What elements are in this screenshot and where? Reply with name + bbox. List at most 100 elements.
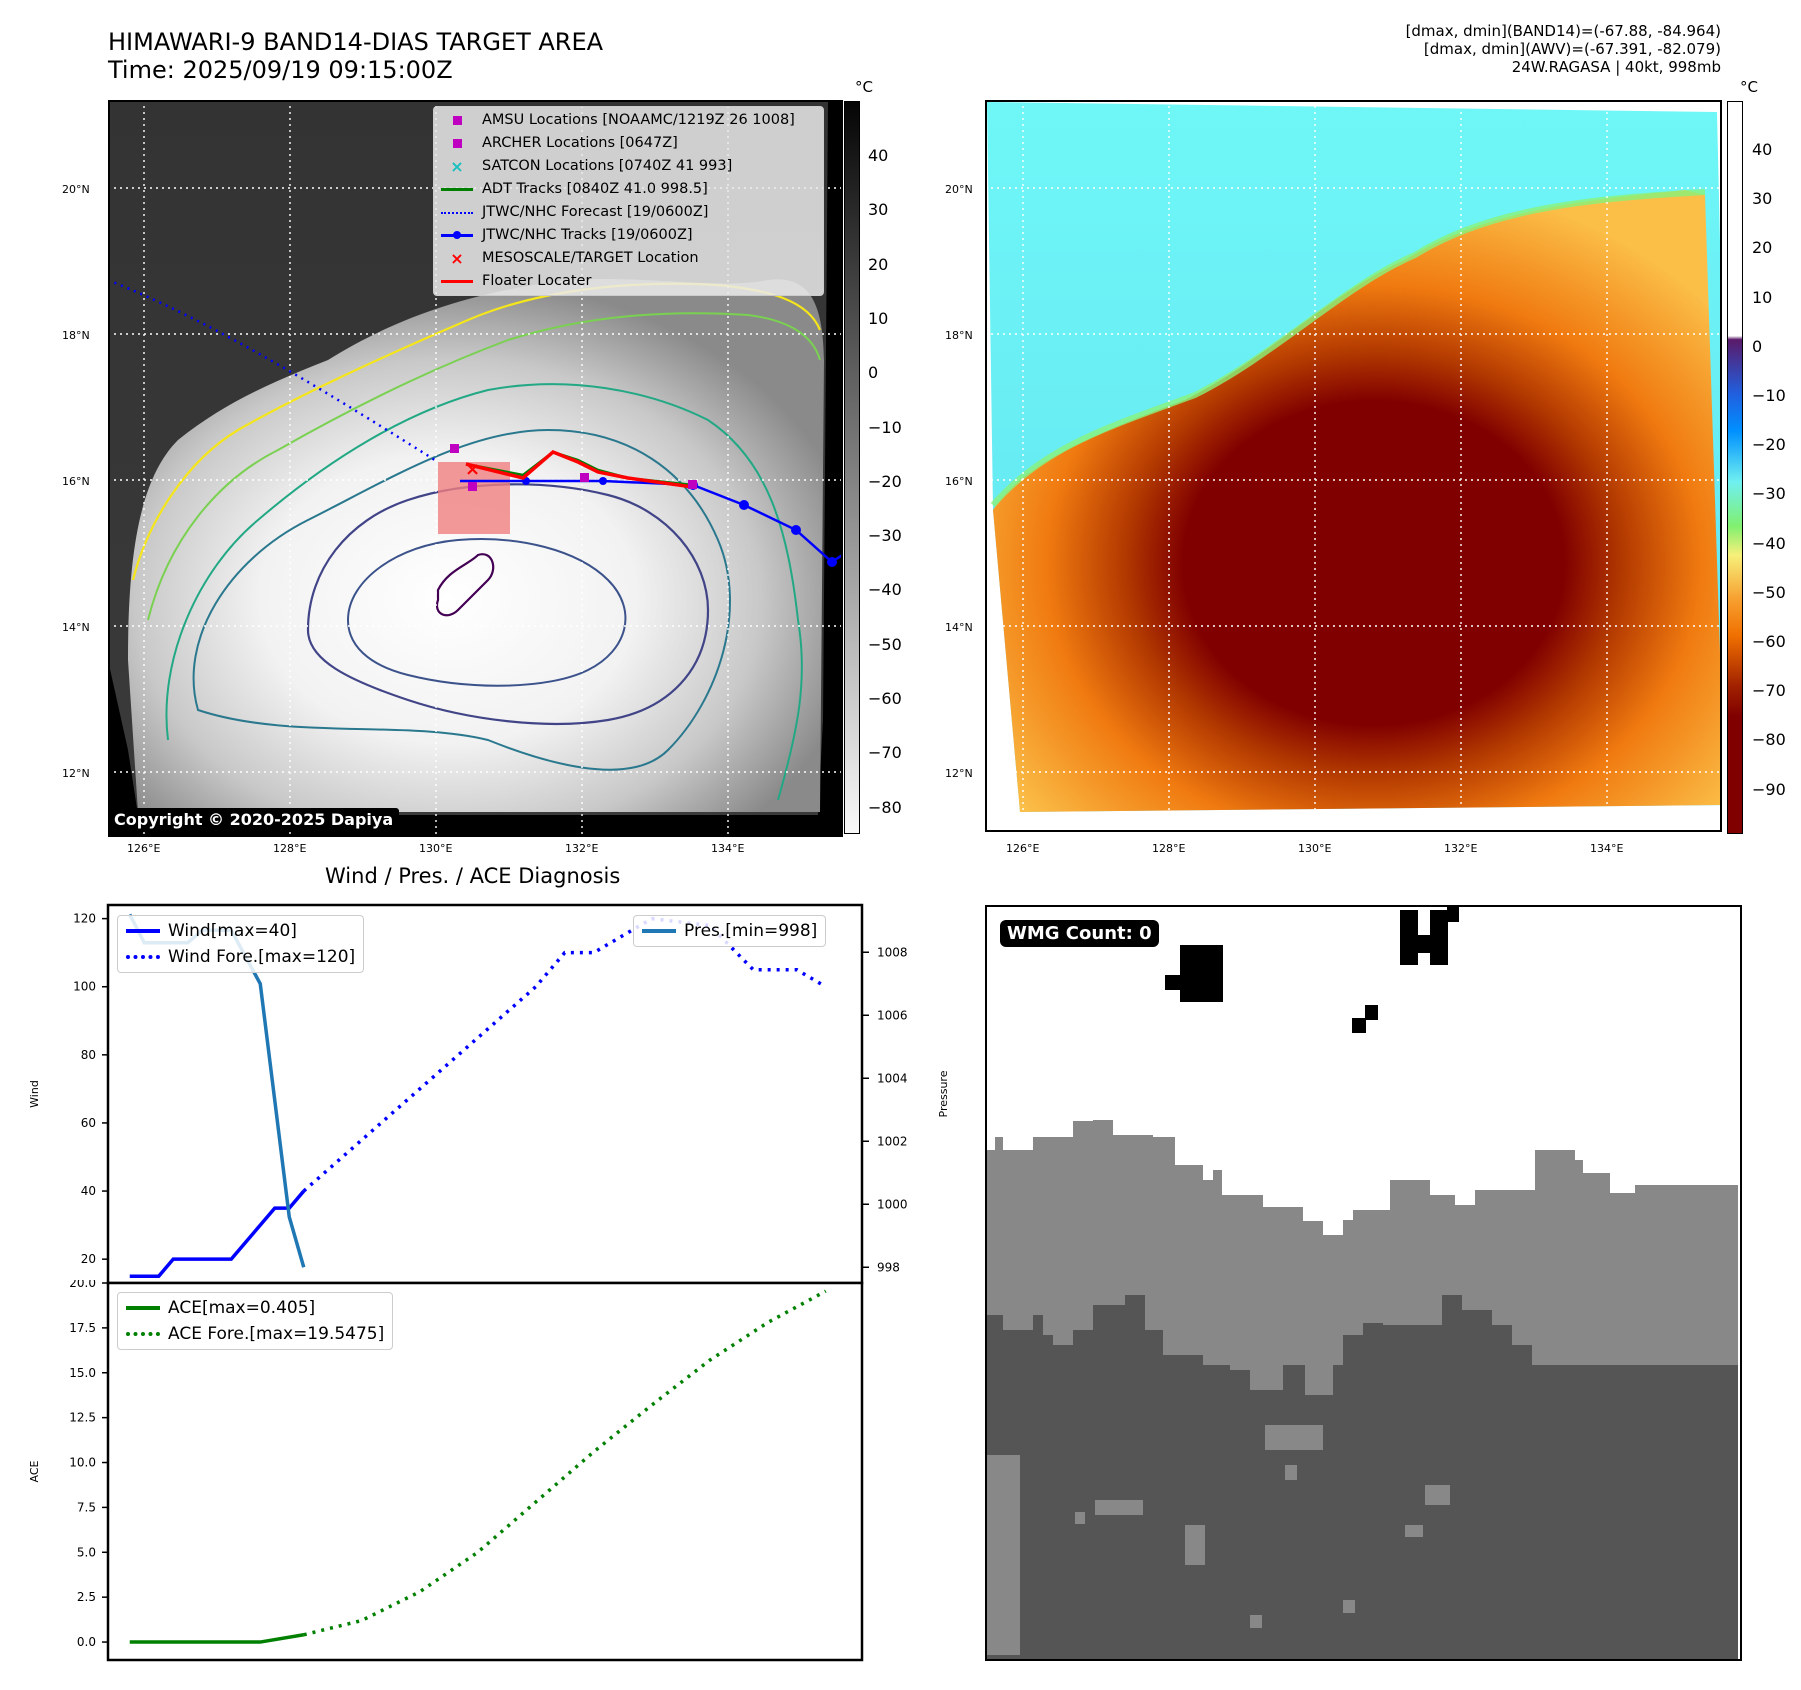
figure-info: [dmax, dmin](BAND14)=(-67.88, -84.964) [… xyxy=(1406,22,1721,76)
legend-label: AMSU Locations [NOAAMC/1219Z 26 1008] xyxy=(482,112,795,128)
colorbar-tick-label: −60 xyxy=(1752,632,1786,651)
colorbar-tick-label: 30 xyxy=(1752,189,1773,209)
map-legend-item: JTWC/NHC Tracks [19/0600Z] xyxy=(440,224,817,247)
chart-legend-item: ACE[max=0.405] xyxy=(126,1295,384,1321)
colorbar-tick-label: −30 xyxy=(1752,484,1786,504)
right-y-tick-label: 1008 xyxy=(877,945,908,959)
y-tick-label: 15.0 xyxy=(69,1366,96,1380)
colorbar-tick-label: 30 xyxy=(868,200,889,220)
y-tick-label: 2.5 xyxy=(77,1590,96,1604)
wmg-light-right xyxy=(1492,1150,1738,1365)
colorbar-tick-label: −80 xyxy=(1752,730,1786,750)
colorbar-tick-label: 20 xyxy=(868,254,889,274)
right-y-tick-label: 998 xyxy=(877,1260,900,1274)
lat-label: 14°N xyxy=(62,621,90,634)
lat-label: 20°N xyxy=(945,183,973,196)
map-legend: AMSU Locations [NOAAMC/1219Z 26 1008] ARC… xyxy=(433,106,824,296)
wmg-light-cells xyxy=(987,1425,1450,1655)
y-axis-label: ACE xyxy=(28,1460,41,1482)
chart-legend-item: Wind[max=40] xyxy=(126,918,355,944)
amsu-markers xyxy=(450,444,697,491)
lon-label: 134°E xyxy=(711,842,745,855)
lat-label: 18°N xyxy=(945,329,973,342)
awv-map-panel xyxy=(985,100,1722,832)
contour-blue xyxy=(306,483,710,726)
map-legend-item: Floater Locater xyxy=(440,270,817,293)
lat-label: 12°N xyxy=(945,767,973,780)
y-tick-label: 5.0 xyxy=(77,1545,96,1559)
floater-box xyxy=(438,462,510,534)
y-tick-label: 120 xyxy=(73,912,96,926)
wmg-dark-region xyxy=(987,1295,1738,1659)
y-tick-label: 40 xyxy=(81,1184,96,1198)
legend-symbol-icon xyxy=(440,115,474,127)
map-legend-item: JTWC/NHC Forecast [19/0600Z] xyxy=(440,201,817,224)
colorbar-tick-label: −70 xyxy=(868,743,902,763)
y-tick-label: 12.5 xyxy=(69,1411,96,1425)
contour-teal xyxy=(192,428,731,771)
legend-line-icon xyxy=(126,1302,160,1314)
lon-label: 126°E xyxy=(1006,842,1040,855)
colorbar-tick-label: 20 xyxy=(1752,238,1773,258)
lat-label: 16°N xyxy=(945,475,973,488)
floater-track xyxy=(465,449,694,489)
lon-label: 128°E xyxy=(273,842,307,855)
colorbar-tick-label: 10 xyxy=(1752,287,1773,307)
legend-symbol-icon xyxy=(440,276,474,288)
legend-symbol-icon xyxy=(440,184,474,196)
legend-label: ARCHER Locations [0647Z] xyxy=(482,135,678,151)
wmg-panel xyxy=(985,905,1742,1661)
awv-map-gridlines xyxy=(987,102,1720,830)
legend-label: Pres.[min=998] xyxy=(684,921,818,941)
lon-label: 132°E xyxy=(1444,842,1478,855)
y-axis-label: Wind xyxy=(28,1080,41,1108)
legend-symbol-icon xyxy=(440,207,474,219)
figure-title: HIMAWARI-9 BAND14-DIAS TARGET AREA Time:… xyxy=(108,28,603,84)
colorbar-tick-label: −60 xyxy=(868,689,902,708)
legend-symbol-icon: × xyxy=(450,156,464,176)
contour-green xyxy=(165,383,803,801)
legend-label: Wind[max=40] xyxy=(168,921,297,941)
right-y-axis-label: Pressure xyxy=(937,1070,950,1117)
cloud-shield xyxy=(128,278,824,812)
y-tick-label: 100 xyxy=(73,980,96,994)
info-line-2: [dmax, dmin](AWV)=(-67.391, -82.079) xyxy=(1423,40,1721,58)
y-tick-label: 20 xyxy=(81,1252,96,1266)
colorbar-tick-label: −80 xyxy=(868,797,902,817)
chart-legend: ACE[max=0.405] ACE Fore.[max=19.5475] xyxy=(117,1292,394,1350)
chart-legend: Pres.[min=998] xyxy=(633,915,827,947)
left-colorbar xyxy=(844,101,860,834)
left-colorbar-unit: °C xyxy=(855,78,873,96)
colorbar-tick-label: −10 xyxy=(1752,386,1786,405)
colorbar-tick-label: −10 xyxy=(868,417,902,437)
lon-label: 130°E xyxy=(1298,842,1332,855)
right-y-tick-label: 1002 xyxy=(877,1134,908,1148)
legend-symbol-icon xyxy=(440,138,474,150)
legend-line-icon xyxy=(642,925,676,937)
legend-label: MESOSCALE/TARGET Location xyxy=(482,250,699,266)
legend-label: JTWC/NHC Forecast [19/0600Z] xyxy=(482,204,709,220)
colorbar-tick-label: −30 xyxy=(868,526,902,546)
awv-map-svg xyxy=(987,102,1720,830)
colorbar-tick-label: −40 xyxy=(868,580,902,600)
colorbar-tick-label: 40 xyxy=(1752,140,1773,159)
map-legend-item: ADT Tracks [0840Z 41.0 998.5] xyxy=(440,178,817,201)
awv-green-edge xyxy=(990,189,1706,507)
map-legend-item: × SATCON Locations [0740Z 41 993] xyxy=(440,155,817,178)
legend-label: SATCON Locations [0740Z 41 993] xyxy=(482,158,733,174)
mesoscale-target-marker: × xyxy=(465,459,480,480)
chart-legend-item: Pres.[min=998] xyxy=(642,918,817,944)
copyright-badge: Copyright © 2020-2025 Dapiya xyxy=(108,808,400,831)
legend-line-icon xyxy=(126,951,160,963)
info-line-3: 24W.RAGASA | 40kt, 998mb xyxy=(1511,58,1721,76)
right-colorbar-unit: °C xyxy=(1740,78,1758,96)
y-tick-label: 60 xyxy=(81,1116,96,1130)
series-line-ace-fore- xyxy=(303,1289,827,1637)
map-legend-item: AMSU Locations [NOAAMC/1219Z 26 1008] xyxy=(440,109,817,132)
legend-label: ADT Tracks [0840Z 41.0 998.5] xyxy=(482,181,708,197)
lon-label: 126°E xyxy=(127,842,161,855)
y-tick-label: 10.0 xyxy=(69,1456,96,1470)
right-y-tick-label: 1004 xyxy=(877,1071,908,1085)
lon-label: 128°E xyxy=(1152,842,1186,855)
chart-legend: Wind[max=40] Wind Fore.[max=120] xyxy=(117,915,365,973)
